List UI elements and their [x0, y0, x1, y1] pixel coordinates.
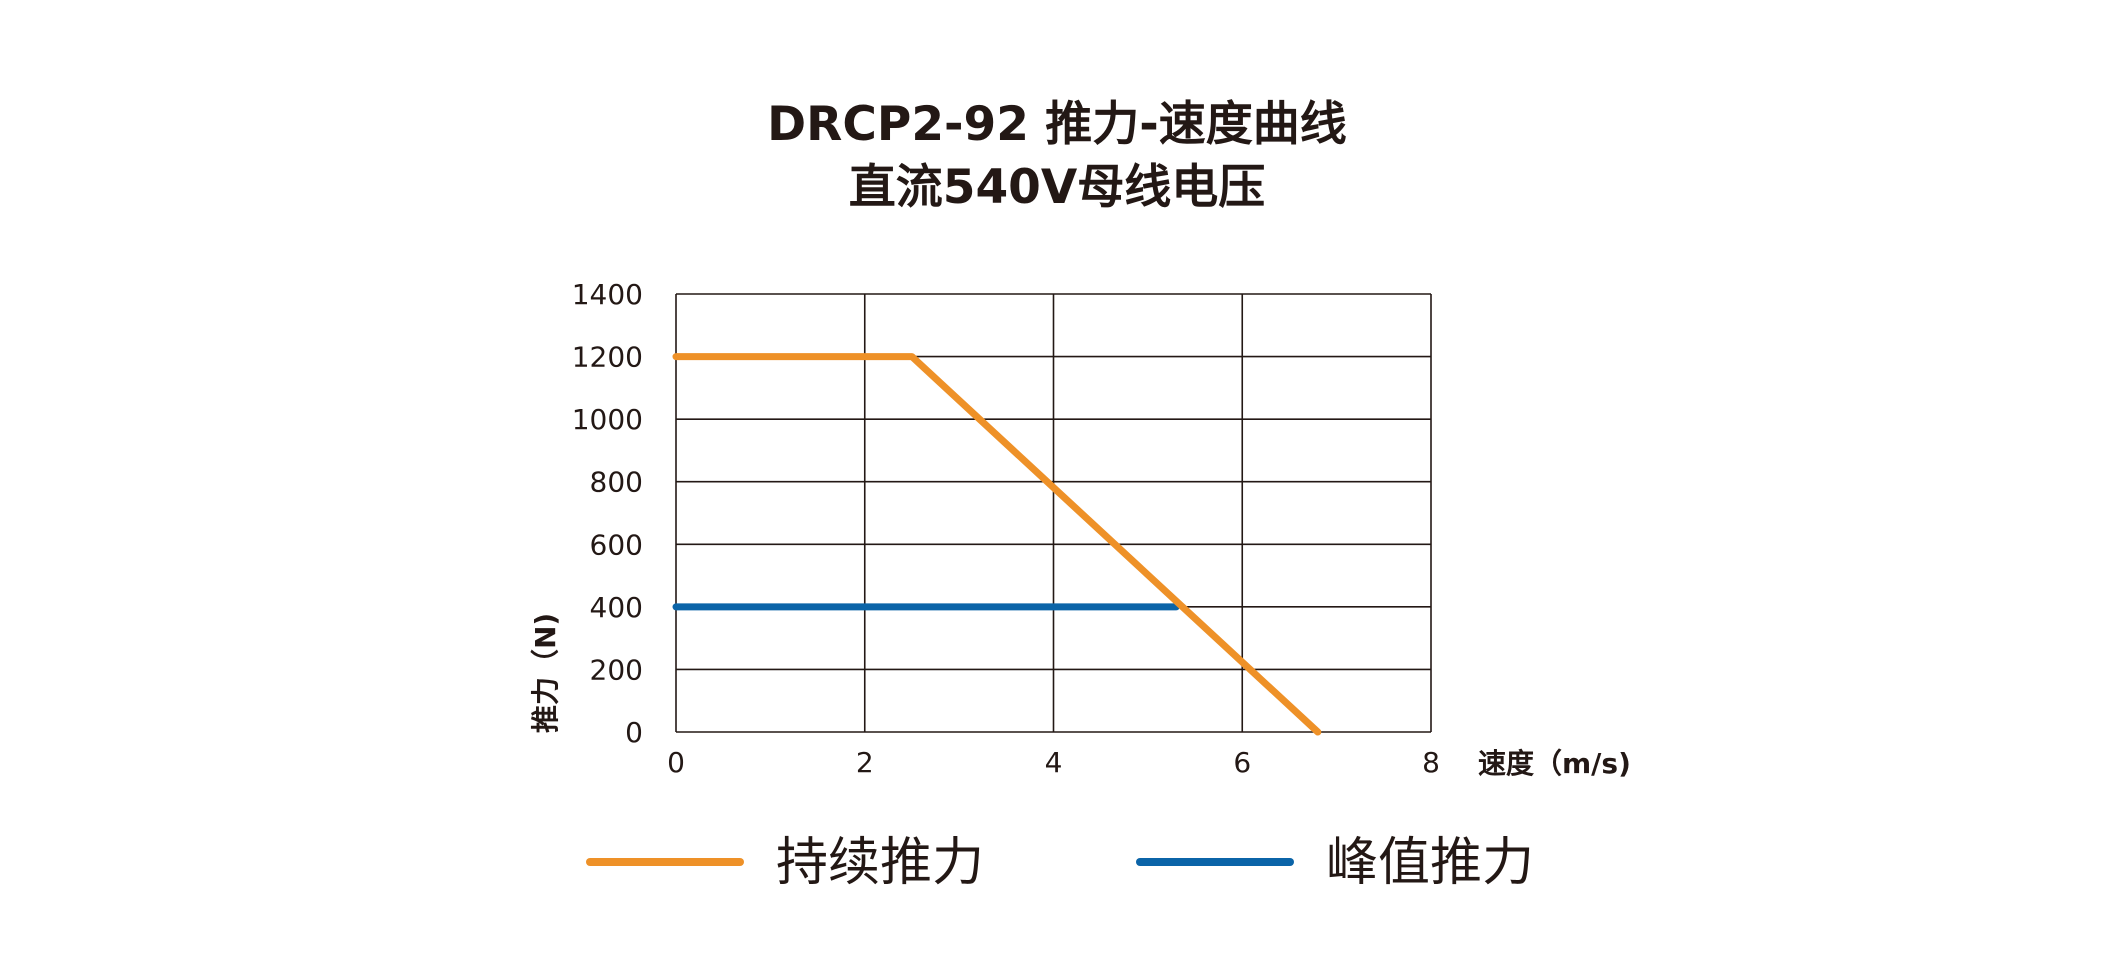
y-tick-label: 200	[590, 653, 643, 686]
x-axis-ticks: 0 2 4 6 8	[667, 746, 1440, 779]
y-axis-label: 推力（N)	[529, 613, 562, 733]
series-lines	[672, 353, 1322, 736]
chart-title: DRCP2-92 推力-速度曲线	[767, 97, 1347, 152]
y-tick-label: 800	[590, 466, 643, 499]
y-tick-label: 400	[590, 591, 643, 624]
x-axis-label: 速度（m/s)	[1478, 747, 1631, 780]
y-tick-label: 1000	[572, 403, 643, 436]
x-tick-label: 8	[1422, 746, 1440, 779]
y-tick-label: 600	[590, 528, 643, 561]
x-tick-label: 6	[1233, 746, 1251, 779]
y-axis-ticks: 0 200 400 600 800 1000 1200 1400	[572, 278, 643, 749]
x-tick-label: 0	[667, 746, 685, 779]
y-tick-label: 0	[625, 716, 643, 749]
series-line-1	[672, 353, 1322, 736]
legend-label-1: 持续推力	[776, 833, 984, 893]
legend-label-2: 峰值推力	[1326, 833, 1534, 893]
legend: 持续推力 峰值推力	[586, 833, 1534, 893]
y-tick-label: 1400	[572, 278, 643, 311]
x-tick-label: 2	[856, 746, 874, 779]
y-tick-label: 1200	[572, 341, 643, 374]
x-tick-label: 4	[1045, 746, 1063, 779]
chart-subtitle: 直流540V母线电压	[849, 160, 1265, 215]
